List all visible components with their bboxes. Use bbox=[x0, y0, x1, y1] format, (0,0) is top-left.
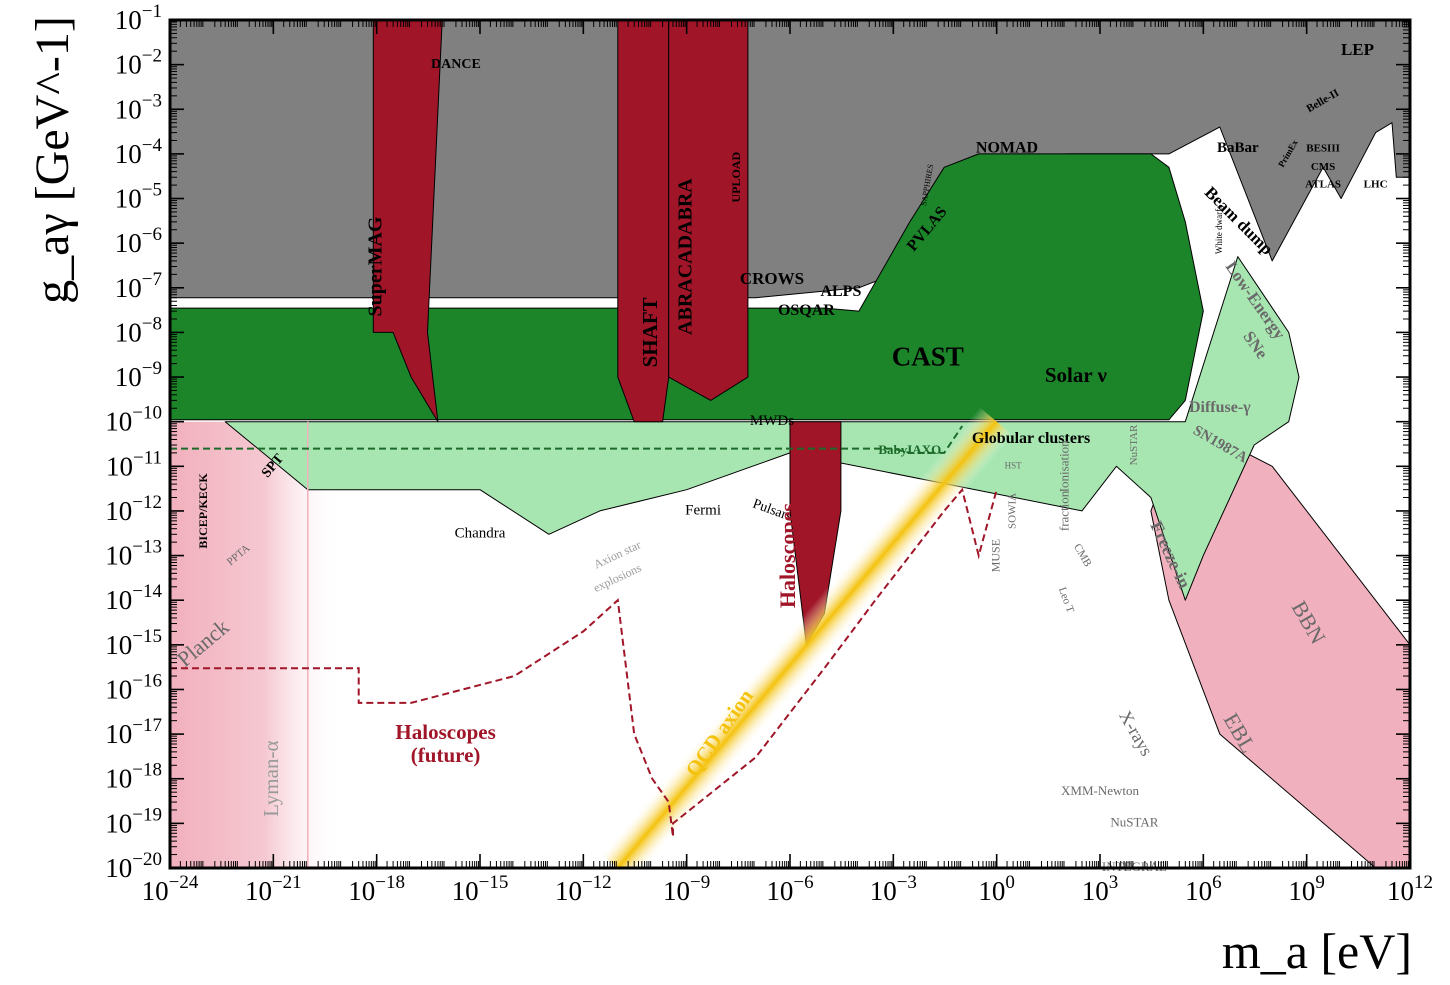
x-tick-label: 10−9 bbox=[663, 872, 710, 906]
label-nustar: NuSTAR bbox=[1110, 814, 1158, 829]
y-tick-label: 10−11 bbox=[106, 447, 162, 481]
x-tick-label: 1012 bbox=[1387, 872, 1433, 906]
y-tick-label: 10−1 bbox=[115, 1, 162, 35]
y-axis-title: g_aγ [GeV^-1] bbox=[26, 16, 79, 304]
y-tick-label: 10−5 bbox=[115, 180, 162, 214]
label-white-dwarfs: White dwarfs bbox=[1214, 205, 1224, 254]
label-babyiaxo: BabyIAXO bbox=[878, 442, 941, 457]
y-tick-label: 10−9 bbox=[115, 358, 162, 392]
excluded-regions bbox=[170, 20, 1410, 868]
label-shaft: SHAFT bbox=[638, 297, 662, 367]
axes: 10−24 10−21 10−18 10−15 10−12 10−9 10−6 10−3 100… bbox=[26, 1, 1433, 979]
x-tick-label: 109 bbox=[1288, 872, 1325, 906]
y-tick-label: 10−13 bbox=[105, 537, 162, 571]
label-fraction: fraction bbox=[1057, 490, 1072, 531]
future-haloscopes-line bbox=[170, 487, 998, 837]
label-cmb: CMB bbox=[1071, 542, 1094, 569]
label-xmm-newton: XMM-Newton bbox=[1061, 783, 1139, 798]
label-lyman: Lyman-α bbox=[259, 741, 283, 817]
label-cast: CAST bbox=[892, 342, 964, 372]
y-tick-label: 10−12 bbox=[105, 492, 162, 526]
label-cms: CMS bbox=[1311, 161, 1335, 173]
label-fermi: Fermi bbox=[685, 502, 721, 518]
label-nustar: NuSTAR bbox=[1128, 424, 1140, 465]
label-muse: MUSE bbox=[988, 539, 1002, 572]
x-tick-label: 10−15 bbox=[452, 872, 509, 906]
y-tick-label: 10−7 bbox=[115, 269, 162, 303]
label-bicep-keck: BICEP/KECK bbox=[196, 473, 210, 549]
x-tick-label: 10−24 bbox=[142, 872, 199, 906]
label-crows: CROWS bbox=[740, 269, 804, 288]
y-tick-label: 10−20 bbox=[105, 849, 162, 883]
label-x-rays: X-rays bbox=[1115, 707, 1157, 759]
y-tick-label: 10−18 bbox=[105, 760, 162, 794]
label-osqar: OSQAR bbox=[778, 302, 835, 319]
y-tick-label: 10−16 bbox=[105, 670, 162, 704]
region-cosmology bbox=[170, 421, 343, 868]
x-tick-label: 100 bbox=[978, 872, 1015, 906]
y-tick-label: 10−10 bbox=[105, 403, 162, 437]
y-tick-label: 10−4 bbox=[115, 135, 163, 169]
x-tick-label: 10−18 bbox=[348, 872, 405, 906]
projection-lines bbox=[170, 407, 1014, 868]
label-hst: HST bbox=[1005, 460, 1023, 470]
y-tick-label: 10−2 bbox=[115, 46, 162, 80]
label-haloscopes: Haloscopes bbox=[395, 720, 495, 744]
label-sowia: SOWIA bbox=[1007, 493, 1019, 529]
label-upload: UPLOAD bbox=[729, 152, 743, 203]
y-tick-label: 10−6 bbox=[115, 224, 162, 258]
label-alps: ALPS bbox=[820, 283, 861, 300]
label-babar: BaBar bbox=[1217, 140, 1259, 156]
label-future: (future) bbox=[411, 743, 481, 767]
label-leo-t: Leo T bbox=[1056, 586, 1076, 615]
label-chandra: Chandra bbox=[455, 526, 506, 542]
label-nomad: NOMAD bbox=[976, 139, 1038, 156]
region-bbn bbox=[1150, 421, 1410, 868]
label-diffuse: Diffuse-γ bbox=[1189, 399, 1251, 416]
label-haloscopes: Haloscopes bbox=[775, 503, 800, 609]
y-tick-label: 10−15 bbox=[105, 626, 162, 660]
x-tick-label: 10−12 bbox=[555, 872, 612, 906]
region-supermag bbox=[372, 20, 443, 423]
y-tick-label: 10−14 bbox=[105, 581, 162, 615]
y-tick-label: 10−17 bbox=[105, 715, 162, 749]
region-laboratory bbox=[170, 20, 1410, 299]
label-atlas: ATLAS bbox=[1305, 179, 1341, 191]
region-abracadabra bbox=[668, 20, 749, 401]
x-tick-label: 10−6 bbox=[766, 872, 813, 906]
x-tick-label: 10−21 bbox=[245, 872, 302, 906]
label-dance: DANCE bbox=[431, 57, 481, 72]
x-tick-label: 106 bbox=[1185, 872, 1222, 906]
label-mwds: MWDs bbox=[750, 413, 794, 429]
label-ionisation: Ionisation bbox=[1057, 440, 1072, 492]
label-lep: LEP bbox=[1341, 40, 1374, 59]
qcd-axion-band bbox=[601, 407, 1014, 868]
y-tick-label: 10−8 bbox=[115, 313, 162, 347]
region-astrophysics bbox=[224, 256, 1300, 601]
label-besiii: BESIII bbox=[1306, 142, 1340, 154]
y-tick-label: 10−3 bbox=[115, 90, 162, 124]
x-tick-label: 103 bbox=[1082, 872, 1119, 906]
label-globular-clusters: Globular clusters bbox=[972, 430, 1090, 447]
label-solar: Solar ν bbox=[1045, 363, 1108, 387]
label-supermag: SuperMAG bbox=[364, 216, 386, 316]
x-tick-label: 10−3 bbox=[870, 872, 917, 906]
y-tick-label: 10−19 bbox=[105, 804, 162, 838]
region-shaft bbox=[617, 20, 670, 423]
label-lhc: LHC bbox=[1364, 179, 1388, 191]
x-axis-title: m_a [eV] bbox=[1222, 923, 1412, 979]
babyiaxo-line bbox=[170, 425, 964, 454]
label-abracadabra: ABRACADABRA bbox=[674, 178, 696, 335]
